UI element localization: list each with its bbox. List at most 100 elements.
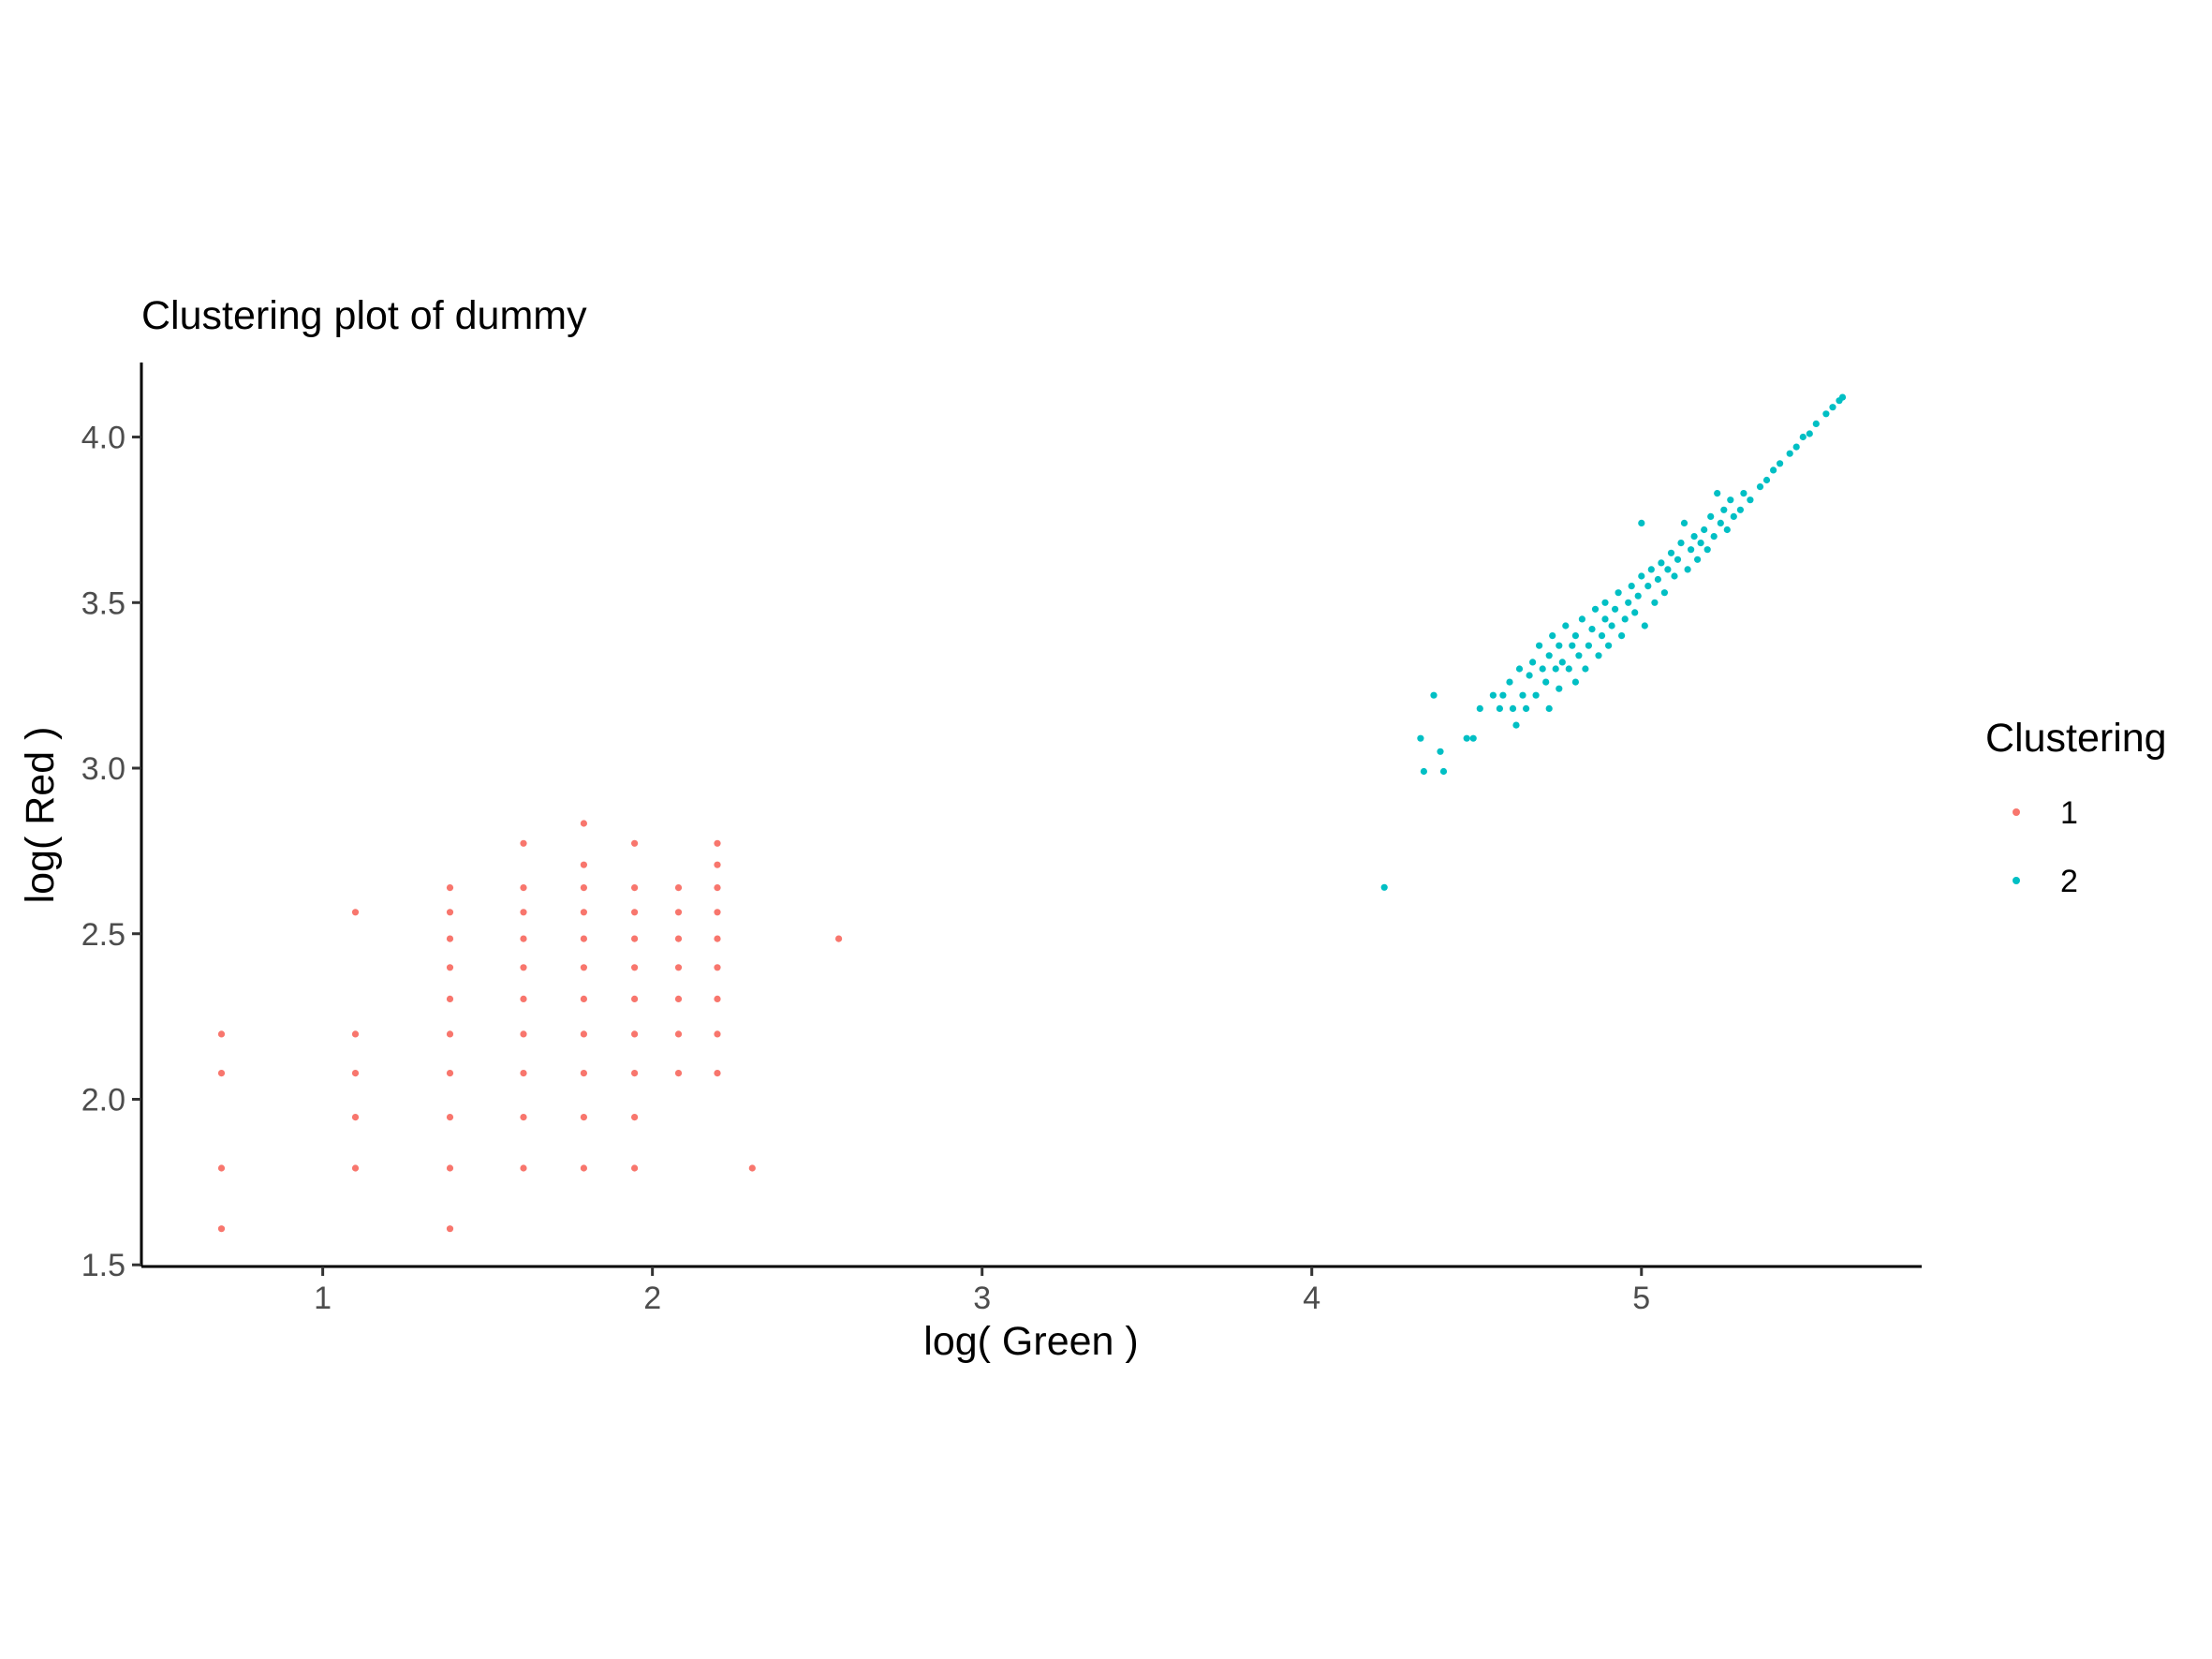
point-cluster-2 <box>1496 704 1503 713</box>
point-cluster-1 <box>446 1070 454 1077</box>
point-cluster-2 <box>1618 632 1626 640</box>
point-cluster-2 <box>1714 490 1721 497</box>
point-cluster-2 <box>1605 642 1613 649</box>
point-cluster-2 <box>1536 642 1543 649</box>
point-cluster-2 <box>1688 546 1695 554</box>
point-cluster-1 <box>217 1070 226 1077</box>
point-cluster-2 <box>1588 626 1596 633</box>
point-cluster-1 <box>580 884 588 892</box>
point-cluster-1 <box>580 964 588 971</box>
x-tick-label: 3 <box>973 1281 991 1316</box>
point-cluster-2 <box>1625 599 1632 606</box>
point-cluster-2 <box>1690 533 1698 541</box>
point-cluster-2 <box>1762 476 1771 484</box>
point-cluster-2 <box>1654 575 1661 584</box>
point-cluster-1 <box>714 1030 721 1038</box>
point-cluster-2 <box>1631 609 1639 616</box>
point-cluster-2 <box>1515 665 1524 673</box>
point-cluster-1 <box>580 861 588 868</box>
point-cluster-2 <box>1740 490 1747 497</box>
point-cluster-2 <box>1512 721 1520 729</box>
x-axis-label: log( Green ) <box>923 1319 1138 1364</box>
x-tick-label: 4 <box>1303 1281 1320 1316</box>
x-ticks: 1 2 3 4 5 <box>314 1266 1650 1316</box>
point-cluster-2 <box>1730 512 1737 521</box>
point-cluster-1 <box>217 1030 226 1038</box>
point-cluster-2 <box>1660 589 1668 597</box>
point-cluster-2 <box>1601 599 1609 606</box>
point-cluster-2 <box>1380 883 1388 891</box>
point-cluster-1 <box>446 1030 454 1038</box>
point-cluster-1 <box>674 995 683 1002</box>
point-cluster-1 <box>631 995 639 1002</box>
point-cluster-2 <box>1641 622 1648 630</box>
point-cluster-2 <box>1612 605 1619 613</box>
point-cluster-2 <box>1552 665 1559 673</box>
point-cluster-1 <box>714 861 721 868</box>
point-cluster-2 <box>1777 460 1784 467</box>
point-cluster-1 <box>835 935 843 942</box>
point-cluster-2 <box>1667 549 1675 556</box>
point-cluster-2 <box>1558 659 1566 666</box>
point-cluster-2 <box>1420 767 1427 776</box>
point-cluster-1 <box>674 1030 683 1038</box>
point-cluster-1 <box>446 964 454 971</box>
point-cluster-2 <box>1697 540 1704 547</box>
point-cluster-2 <box>1651 599 1659 606</box>
point-cluster-1 <box>446 935 454 942</box>
point-cluster-2 <box>1727 496 1734 504</box>
point-cluster-2 <box>1756 483 1764 491</box>
y-tick-label: 4.0 <box>81 421 125 456</box>
point-cluster-1 <box>580 820 588 827</box>
point-cluster-1 <box>520 1070 527 1077</box>
point-cluster-2 <box>1786 450 1793 457</box>
point-cluster-2 <box>1608 622 1615 630</box>
point-cluster-2 <box>1469 734 1477 742</box>
point-cluster-2 <box>1509 704 1517 713</box>
point-cluster-2 <box>1562 622 1570 630</box>
x-tick-label: 5 <box>1632 1281 1650 1316</box>
point-cluster-1 <box>520 1030 527 1038</box>
point-cluster-1 <box>580 995 588 1002</box>
point-cluster-1 <box>631 909 639 916</box>
point-cluster-2 <box>1770 467 1777 474</box>
point-cluster-1 <box>580 1030 588 1038</box>
point-cluster-2 <box>1812 420 1820 427</box>
point-cluster-2 <box>1439 767 1448 776</box>
point-cluster-2 <box>1799 433 1806 441</box>
point-cluster-1 <box>631 935 639 942</box>
y-tick-label: 2.0 <box>81 1082 125 1118</box>
point-cluster-1 <box>520 1164 527 1172</box>
point-cluster-2 <box>1717 519 1724 527</box>
point-cluster-1 <box>631 839 639 847</box>
point-cluster-2 <box>1519 691 1526 699</box>
point-cluster-1 <box>520 839 527 847</box>
point-cluster-1 <box>446 1225 454 1233</box>
point-cluster-1 <box>631 884 639 892</box>
point-cluster-2 <box>1565 665 1572 673</box>
legend-key-1 <box>2013 808 2020 816</box>
point-cluster-2 <box>1720 506 1728 513</box>
point-cluster-1 <box>351 909 360 916</box>
point-cluster-1 <box>446 884 454 892</box>
point-cluster-2 <box>1601 615 1609 623</box>
point-cluster-2 <box>1634 592 1642 600</box>
point-cluster-2 <box>1674 555 1682 563</box>
point-cluster-2 <box>1638 519 1645 527</box>
point-cluster-2 <box>1430 691 1438 699</box>
point-cluster-2 <box>1822 410 1830 418</box>
point-cluster-1 <box>520 935 527 942</box>
point-cluster-1 <box>674 964 683 971</box>
point-cluster-2 <box>1792 443 1800 451</box>
point-cluster-2 <box>1571 678 1579 686</box>
point-cluster-2 <box>1591 605 1600 613</box>
point-cluster-2 <box>1710 533 1718 541</box>
point-cluster-2 <box>1539 665 1546 673</box>
point-cluster-2 <box>1736 506 1744 513</box>
point-cluster-2 <box>1578 615 1585 623</box>
point-cluster-2 <box>1747 496 1754 504</box>
point-cluster-2 <box>1523 704 1530 713</box>
point-cluster-2 <box>1575 652 1583 659</box>
point-cluster-1 <box>714 1070 721 1077</box>
